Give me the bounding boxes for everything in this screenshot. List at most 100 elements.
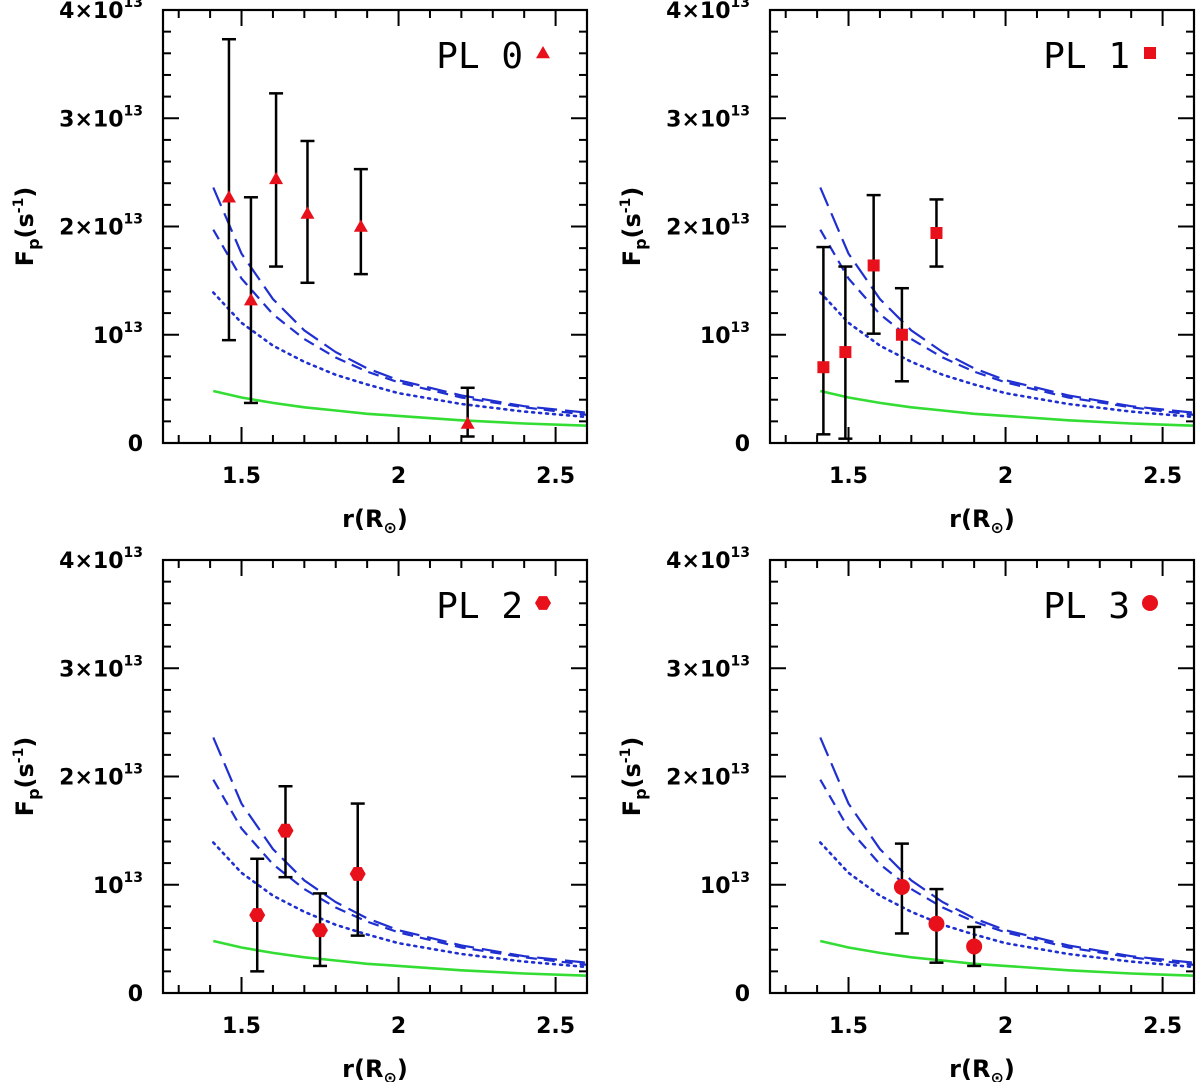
data-point-0: [249, 857, 266, 973]
tick-marks: [770, 9, 1195, 444]
marker-square: [839, 346, 852, 359]
data-point-2: [966, 925, 983, 968]
marker-triangle: [300, 206, 315, 219]
model-curves: [819, 737, 1194, 977]
marker-hexagon: [312, 923, 328, 938]
legend-marker-circle: [1142, 595, 1158, 611]
x-axis-label: r(R⊙): [949, 1055, 1015, 1082]
x-tick-label: 1.5: [829, 464, 868, 489]
data-point-1: [838, 265, 853, 440]
plot-frame: [768, 8, 1196, 445]
marker-circle: [928, 915, 945, 932]
legend-label: PL 0: [436, 36, 523, 77]
data-point-1: [928, 887, 945, 964]
panel-pl-3: 1.5 2 2.5 0 1013 2×1013 3×1013 4×1013 r(R⊙) Fp(s-…: [618, 545, 1196, 1082]
marker-square: [930, 226, 943, 239]
plot-frame: [768, 558, 1196, 995]
marker-circle: [893, 878, 910, 895]
x-tick-label: 2.5: [536, 464, 575, 489]
y-tick-label: 1013: [93, 870, 143, 899]
model-curve-dash: [212, 229, 587, 416]
model-curve-long-dash: [819, 737, 1194, 964]
marker-hexagon: [249, 908, 266, 922]
y-tick-label: 3×1013: [59, 653, 143, 682]
legend-label: PL 2: [436, 586, 523, 627]
data-point-5: [460, 386, 475, 438]
marker-triangle: [269, 171, 284, 185]
y-tick-label: 4×1013: [59, 0, 143, 24]
x-axis-label: r(R⊙): [949, 505, 1015, 537]
y-tick-label: 1013: [700, 870, 750, 899]
y-tick-label: 3×1013: [666, 103, 750, 132]
legend: PL 1: [1043, 36, 1156, 77]
model-curves: [212, 737, 587, 977]
y-tick-label: 4×1013: [666, 0, 750, 24]
y-axis-label: Fp(s-1): [618, 187, 650, 267]
data-point-3: [300, 139, 315, 285]
y-tick-label: 0: [735, 982, 750, 1007]
model-curve-solid: [820, 389, 1194, 427]
y-axis-label: Fp(s-1): [11, 187, 43, 267]
model-curve-dash: [819, 229, 1194, 416]
data-point-1: [277, 784, 294, 879]
panel-pl-1: 1.5 2 2.5 0 1013 2×1013 3×1013 4×1013 r(R⊙) Fp(s-…: [618, 0, 1196, 537]
data-point-4: [353, 167, 368, 276]
legend-label: PL 1: [1043, 36, 1130, 77]
tick-marks: [163, 559, 588, 994]
panel-pl-0: 1.5 2 2.5 0 1013 2×1013 3×1013 4×1013 r(R⊙) Fp(s-…: [11, 0, 589, 537]
model-curve-long-dash: [212, 737, 587, 964]
x-tick-label: 2: [391, 1014, 406, 1039]
x-tick-label: 2.5: [1143, 464, 1182, 489]
x-tick-label: 1.5: [222, 464, 261, 489]
model-curve-dotted: [212, 291, 587, 419]
model-curve-dotted: [819, 291, 1194, 419]
y-tick-label: 0: [128, 982, 143, 1007]
model-curves: [212, 187, 587, 427]
y-axis-label: Fp(s-1): [618, 737, 650, 817]
y-tick-label: 2×1013: [59, 762, 143, 791]
y-tick-label: 0: [735, 432, 750, 457]
x-tick-label: 2: [998, 1014, 1013, 1039]
y-tick-label: 3×1013: [59, 103, 143, 132]
tick-marks: [163, 9, 588, 444]
legend-marker-hexagon: [535, 596, 551, 610]
model-curve-dotted: [212, 841, 587, 969]
legend: PL 2: [436, 586, 551, 627]
marker-hexagon: [349, 867, 366, 881]
y-tick-label: 4×1013: [666, 545, 750, 574]
x-axis-label: r(R⊙): [342, 505, 408, 537]
marker-triangle: [243, 293, 258, 306]
marker-hexagon: [277, 823, 294, 838]
model-curve-solid: [820, 939, 1194, 977]
legend: PL 3: [1043, 586, 1158, 627]
y-tick-label: 2×1013: [666, 762, 750, 791]
marker-circle: [966, 938, 983, 955]
model-curves: [819, 187, 1194, 427]
x-tick-label: 1.5: [222, 1014, 261, 1039]
plot-frame: [161, 558, 589, 995]
y-axis-label: Fp(s-1): [11, 737, 43, 817]
model-curve-dash: [212, 779, 587, 966]
data-point-3: [894, 286, 909, 383]
data-point-2: [866, 193, 881, 335]
data-point-2: [269, 92, 284, 268]
model-curve-dash: [819, 779, 1194, 966]
y-tick-label: 3×1013: [666, 653, 750, 682]
data-point-0: [221, 37, 236, 342]
marker-triangle: [353, 219, 368, 232]
data-point-3: [349, 802, 366, 937]
tick-marks: [770, 559, 1195, 994]
marker-triangle: [221, 190, 236, 203]
data-point-0: [816, 245, 831, 436]
y-tick-label: 4×1013: [59, 545, 143, 574]
data-point-1: [243, 196, 258, 405]
model-curve-long-dash: [819, 187, 1194, 414]
y-tick-label: 2×1013: [666, 212, 750, 241]
marker-triangle: [460, 416, 475, 429]
data-point-0: [893, 842, 910, 935]
model-curve-dotted: [819, 841, 1194, 969]
y-tick-label: 1013: [700, 320, 750, 349]
model-curve-solid: [213, 389, 587, 427]
x-tick-label: 2: [998, 464, 1013, 489]
